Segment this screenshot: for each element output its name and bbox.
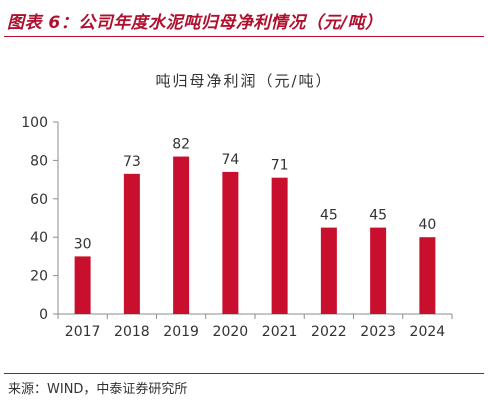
bar [222,171,239,314]
data-label: 45 [320,208,338,224]
source-rule [4,373,484,374]
bar [370,227,387,314]
figure-title: 图表 6：公司年度水泥吨归母净利情况（元/吨） [7,13,383,33]
y-tick-label: 20 [30,269,48,285]
data-label: 40 [418,217,436,233]
x-tick-label: 2023 [360,324,396,340]
data-label: 82 [172,137,190,153]
x-tick-label: 2022 [311,324,347,340]
source-note: 来源：WIND，中泰证券研究所 [8,382,188,397]
x-tick-label: 2018 [114,324,150,340]
bar [320,227,337,314]
x-tick-label: 2021 [262,324,298,340]
chart-title: 吨归母净利润（元/吨） [155,72,333,90]
y-tick-label: 100 [21,115,48,131]
y-tick-label: 60 [30,192,48,208]
title-rule [4,36,484,37]
bar [74,256,91,314]
bar-chart: 0 20 40 60 80 100 30 2017 73 2018 82 2019 74 2020 71 20… [21,115,453,340]
bar [123,173,140,314]
data-label: 74 [221,152,239,168]
y-tick-label: 80 [30,153,48,169]
x-tick-label: 2020 [213,324,249,340]
x-tick-label: 2024 [410,324,446,340]
bar [271,177,288,314]
data-label: 30 [74,236,92,252]
data-label: 71 [271,158,289,174]
y-tick-label: 0 [39,307,48,323]
data-label: 73 [123,154,141,170]
bar [419,237,436,314]
x-tick-label: 2017 [65,324,101,340]
x-tick-label: 2019 [163,324,199,340]
data-label: 45 [369,208,387,224]
bar [173,156,190,314]
y-tick-label: 40 [30,230,48,246]
